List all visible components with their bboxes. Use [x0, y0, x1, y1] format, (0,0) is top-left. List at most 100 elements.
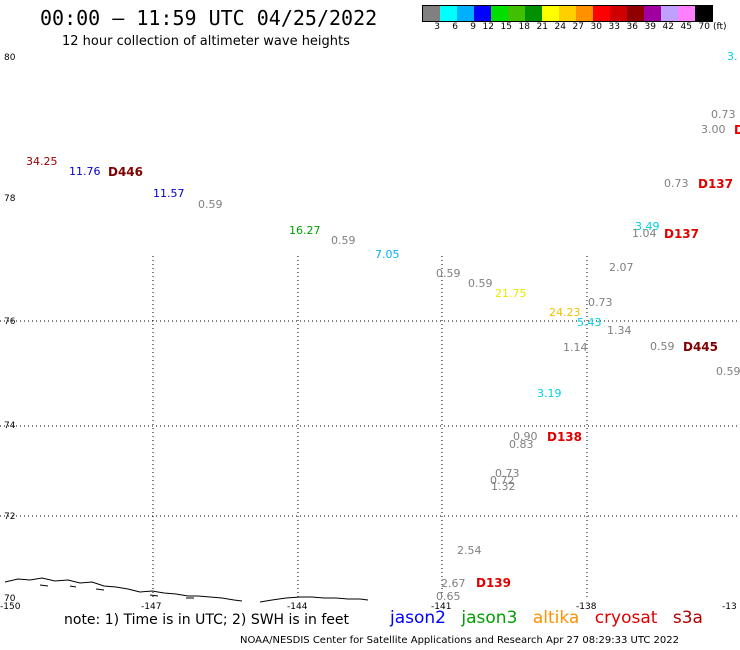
pass-labels: D446 D137 D137 D445 D138 D139 D	[108, 123, 740, 590]
pass-label: D445	[683, 340, 718, 354]
wave-value: 7.05	[375, 248, 400, 261]
wave-value: 1.04	[632, 227, 657, 240]
color-swatch	[542, 6, 559, 21]
color-scale-label: 33	[608, 22, 620, 32]
wave-value: 2.67	[441, 577, 466, 590]
map-title: 00:00 – 11:59 UTC 04/25/2022	[40, 6, 378, 30]
lon-label-141: -141	[431, 602, 451, 612]
wave-value: 0.72	[490, 474, 515, 487]
color-scale-label: 27	[572, 22, 584, 32]
wave-value: 1.14	[563, 341, 588, 354]
units-note: note: 1) Time is in UTC; 2) SWH is in fe…	[64, 612, 350, 628]
color-scale-label: 3	[434, 22, 440, 32]
lat-label-78: 78	[4, 194, 16, 204]
color-swatch	[576, 6, 593, 21]
wave-value: 1.32	[491, 480, 516, 493]
color-swatch	[610, 6, 627, 21]
lon-label-150: -150	[0, 602, 21, 612]
graticule	[0, 256, 740, 600]
color-scale-unit: (ft)	[713, 22, 727, 32]
pass-label: D139	[476, 576, 511, 590]
wave-value: 11.57	[153, 187, 185, 200]
color-swatch	[695, 6, 712, 21]
wave-value: 0.59	[331, 234, 356, 247]
satellite-s3a: s3a	[672, 608, 703, 628]
pass-label: D138	[547, 430, 582, 444]
satellite-cryosat: cryosat	[594, 608, 658, 628]
wave-value: 0.59	[198, 198, 223, 211]
color-swatch	[525, 6, 542, 21]
pass-label: D	[734, 123, 740, 137]
lat-label-76: 76	[4, 317, 16, 327]
color-scale-label: 42	[662, 22, 674, 32]
color-scale-label: 45	[680, 22, 692, 32]
satellite-altika: altika	[532, 608, 580, 628]
wave-value: 5.43	[577, 316, 602, 329]
color-swatch	[627, 6, 644, 21]
wave-value: 0.90	[513, 430, 538, 443]
color-scale-labels: 3 6 9 12 15 18 21 24 27 30 33 36 39 42 45 70	[422, 22, 710, 34]
satellite-jason3: jason3	[461, 608, 518, 628]
wave-value: 3.	[727, 50, 738, 63]
wave-value: 0.59	[468, 277, 493, 290]
lat-label-72: 72	[4, 512, 15, 522]
color-swatch	[508, 6, 525, 21]
color-scale-label: 24	[554, 22, 566, 32]
credit-footer: NOAA/NESDIS Center for Satellite Applica…	[240, 635, 679, 646]
wave-value: 21.75	[495, 287, 527, 300]
wave-height-values: 34.25 11.76 11.57 0.59 16.27 0.59 7.05 0…	[26, 50, 740, 603]
wave-value: 0.65	[436, 590, 461, 603]
lat-label-74: 74	[4, 421, 16, 431]
color-scale-label: 18	[518, 22, 530, 32]
wave-value: 16.27	[289, 224, 321, 237]
wave-value: 3.19	[537, 387, 562, 400]
wave-value: 0.59	[436, 267, 461, 280]
wave-value: 3.00	[701, 123, 726, 136]
wave-value: 0.73	[495, 467, 520, 480]
satellite-legend: jason2 jason3 altika cryosat s3a	[390, 608, 713, 628]
color-scale-label: 70	[698, 22, 710, 32]
wave-value: 0.73	[664, 177, 689, 190]
satellite-jason2: jason2	[390, 608, 446, 628]
color-scale-label: 12	[482, 22, 494, 32]
wave-value: 1.34	[607, 324, 632, 337]
color-scale-label: 9	[470, 22, 476, 32]
wave-value: 3.49	[635, 220, 660, 233]
color-scale-label: 6	[452, 22, 458, 32]
wave-value: 0.73	[711, 108, 736, 121]
wave-value: 24.23	[549, 306, 581, 319]
color-swatch	[423, 6, 440, 21]
color-scale-label: 21	[536, 22, 548, 32]
lon-label-135: -13	[722, 602, 737, 612]
pass-label: D137	[698, 177, 733, 191]
color-swatch	[457, 6, 474, 21]
wave-value: 0.83	[509, 438, 534, 451]
pass-label: D446	[108, 165, 143, 179]
color-swatch	[593, 6, 610, 21]
color-swatch	[644, 6, 661, 21]
wave-value: 2.54	[457, 544, 482, 557]
coastline	[4, 577, 369, 603]
wave-value: 0.59	[716, 365, 740, 378]
wave-value: 0.59	[650, 340, 675, 353]
color-scale-label: 39	[644, 22, 656, 32]
map-subtitle: 12 hour collection of altimeter wave hei…	[62, 34, 350, 49]
color-scale-label: 15	[500, 22, 512, 32]
pass-label: D137	[664, 227, 699, 241]
wave-value: 11.76	[69, 165, 101, 178]
lon-label-138: -138	[576, 602, 597, 612]
wave-value: 0.73	[588, 296, 613, 309]
wave-value: 34.25	[26, 155, 58, 168]
color-scale-label: 30	[590, 22, 602, 32]
color-swatch	[491, 6, 508, 21]
color-swatch	[678, 6, 695, 21]
color-swatch	[559, 6, 576, 21]
wave-value: 2.07	[609, 261, 634, 274]
lon-label-144: -144	[287, 602, 308, 612]
lat-label-70: 70	[4, 594, 16, 604]
color-swatch	[661, 6, 678, 21]
color-swatch	[440, 6, 457, 21]
coastline-islands	[39, 584, 194, 599]
color-scale-bar	[422, 5, 713, 22]
